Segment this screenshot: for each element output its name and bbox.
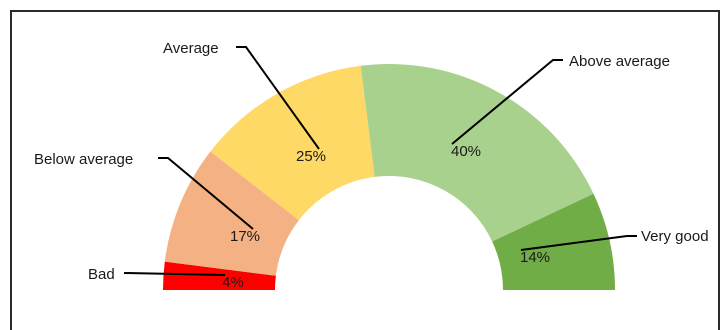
category-label-below-average: Below average (34, 151, 133, 168)
category-label-bad: Bad (88, 266, 115, 283)
leader-line-below-average (158, 157, 254, 230)
category-label-very-good: Very good (641, 228, 709, 245)
category-label-average: Average (163, 40, 219, 57)
leader-line-average (236, 46, 320, 150)
value-label-very-good: 14% (520, 249, 550, 266)
chart-frame (10, 10, 720, 330)
value-label-bad: 4% (222, 274, 244, 291)
value-label-average: 25% (296, 148, 326, 165)
slice-above-average (360, 64, 594, 242)
category-label-above-average: Above average (569, 53, 670, 70)
value-label-below-average: 17% (230, 228, 260, 245)
leader-lines-group (123, 46, 637, 276)
leader-line-bad (123, 272, 226, 276)
leader-line-above-average (451, 59, 563, 145)
slices-group (163, 64, 615, 290)
labels-group: 4% Bad 17% Below average 25% Average 40% Above … (34, 40, 709, 291)
leader-line-very-good (520, 235, 637, 251)
slice-average (210, 65, 375, 221)
slice-very-good (492, 193, 615, 290)
value-label-above-average: 40% (451, 143, 481, 160)
